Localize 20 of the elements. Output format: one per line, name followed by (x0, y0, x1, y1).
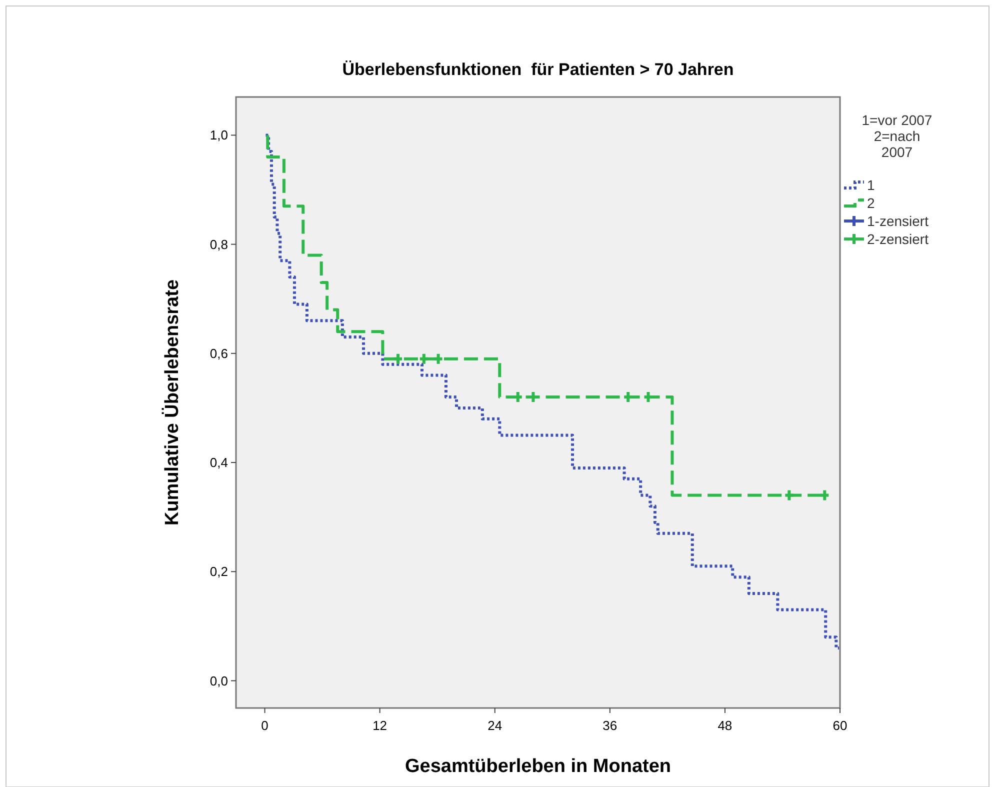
y-tick-label: 1,0 (210, 128, 228, 143)
x-tick-label: 36 (602, 718, 618, 733)
legend-label: 2-zensiert (867, 230, 929, 247)
x-tick-label: 48 (718, 718, 732, 733)
chart-title: Überlebensfunktionen für Patienten > 70 Jahren (342, 60, 734, 79)
x-tick-label: 24 (488, 718, 502, 733)
legend-title: 1=vor 2007 2=nach 2007 (862, 112, 932, 160)
legend-label: 1-zensiert (867, 212, 929, 229)
x-tick-label: 12 (372, 718, 388, 733)
legend-label: 2 (867, 194, 875, 211)
y-tick-label: 0,2 (210, 564, 228, 580)
legend-label: 1 (867, 176, 875, 193)
x-tick-label: 0 (261, 718, 268, 733)
y-tick-label: 0,0 (210, 673, 228, 688)
x-tick-label: 60 (832, 718, 848, 733)
y-tick-label: 0,4 (210, 455, 228, 470)
x-axis-title: Gesamtüberleben in Monaten (404, 756, 672, 777)
y-axis-title: Kumulative Überlebensrate (161, 279, 183, 526)
y-tick-label: 0,8 (210, 236, 228, 252)
y-tick-label: 0,6 (210, 346, 228, 361)
